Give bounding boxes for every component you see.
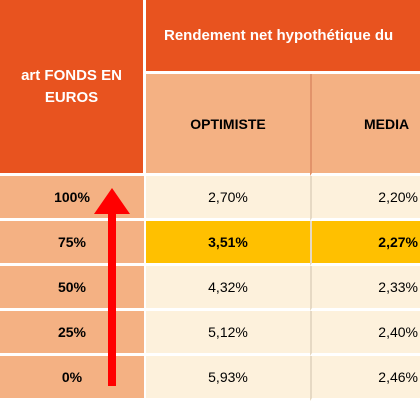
row-label: 75% (0, 221, 146, 266)
cell-median: 2,33% (310, 266, 420, 311)
cell-optimiste-value: 4,32% (208, 279, 248, 295)
part-fonds-euros-header: art FONDS EN EUROS (0, 0, 146, 176)
up-arrow-icon (94, 188, 130, 386)
cell-optimiste-value: 2,70% (208, 189, 248, 205)
rendement-header: Rendement net hypothétique du (146, 0, 420, 74)
cell-median-value: 2,33% (378, 279, 418, 295)
row-part-value: 100% (54, 189, 90, 205)
row-label: 0% (0, 356, 146, 401)
row-label: 50% (0, 266, 146, 311)
col-header-optimiste: OPTIMISTE (146, 74, 310, 176)
row-label: 100% (0, 176, 146, 221)
table-bottom-margin (0, 401, 420, 420)
col-header-median: MEDIA (310, 74, 420, 176)
cell-optimiste-value: 5,12% (208, 324, 248, 340)
cell-optimiste-value: 5,93% (208, 369, 248, 385)
col-header-median-label: MEDIA (364, 115, 410, 132)
row-part-value: 75% (57, 234, 87, 250)
row-part-value: 25% (57, 324, 87, 340)
cell-optimiste: 5,93% (146, 356, 310, 401)
cell-optimiste: 3,51% (146, 221, 310, 266)
cell-median-value: 2,40% (378, 324, 418, 340)
rendement-header-label: Rendement net hypothétique du (164, 27, 394, 44)
cell-optimiste: 2,70% (146, 176, 310, 221)
cell-median-value: 2,46% (378, 369, 418, 385)
cell-optimiste-value: 3,51% (208, 234, 248, 250)
cell-median: 2,46% (310, 356, 420, 401)
cell-optimiste: 4,32% (146, 266, 310, 311)
cell-median: 2,40% (310, 311, 420, 356)
header-left-line2: EUROS (44, 88, 99, 106)
cell-optimiste: 5,12% (146, 311, 310, 356)
cell-median-value: 2,27% (378, 234, 418, 250)
row-part-value: 0% (61, 369, 83, 385)
row-label: 25% (0, 311, 146, 356)
cell-median: 2,27% (310, 221, 420, 266)
cell-median-value: 2,20% (378, 189, 418, 205)
header-left-line1: art FONDS EN (21, 66, 122, 84)
col-header-optimiste-label: OPTIMISTE (190, 115, 266, 132)
cell-median: 2,20% (310, 176, 420, 221)
row-part-value: 50% (57, 279, 87, 295)
